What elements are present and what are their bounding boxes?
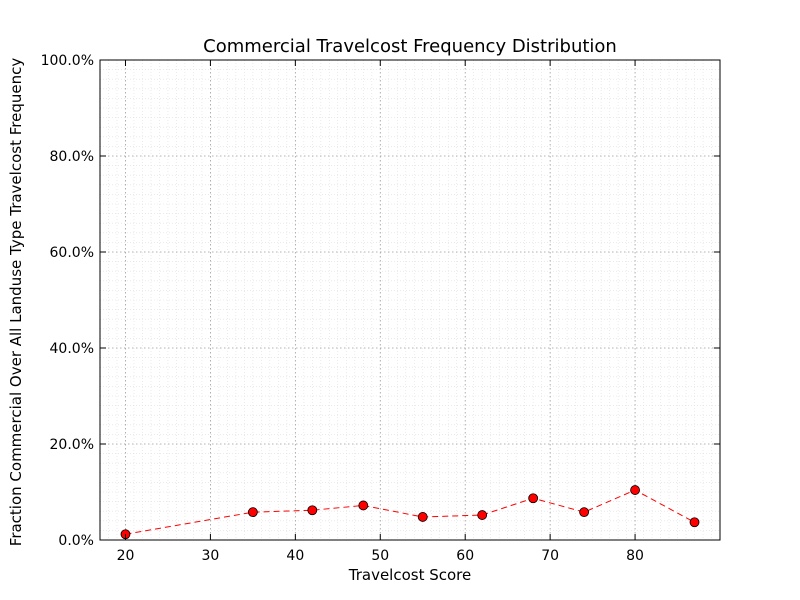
x-tick-label: 30 bbox=[201, 548, 219, 564]
y-tick-label: 0.0% bbox=[58, 533, 94, 549]
plot-frame bbox=[99, 59, 721, 541]
data-point bbox=[358, 500, 369, 511]
data-point bbox=[528, 493, 539, 504]
data-point bbox=[579, 507, 590, 518]
y-tick-label: 80.0% bbox=[50, 149, 94, 165]
y-axis-label: Fraction Commercial Over All Landuse Typ… bbox=[7, 58, 25, 547]
chart-title: Commercial Travelcost Frequency Distribu… bbox=[203, 36, 617, 57]
grid bbox=[99, 59, 721, 541]
y-tick-label: 60.0% bbox=[50, 245, 94, 261]
x-tick-label: 20 bbox=[117, 548, 135, 564]
x-tick-label: 70 bbox=[541, 548, 559, 564]
data-point bbox=[689, 517, 700, 528]
series-line bbox=[125, 489, 695, 535]
data-point bbox=[247, 507, 258, 518]
x-tick-label: 50 bbox=[371, 548, 389, 564]
data-point bbox=[630, 485, 640, 495]
y-tick-label: 100.0% bbox=[41, 53, 94, 69]
axis-ticks: 20 30 40 50 60 70 80 0.0% 20.0% 40.0% 60.0% 80.0% 10… bbox=[41, 53, 720, 564]
y-tick-label: 20.0% bbox=[50, 437, 94, 453]
data-point bbox=[307, 505, 318, 516]
y-tick-label: 40.0% bbox=[50, 341, 94, 357]
x-axis-label: Travelcost Score bbox=[348, 566, 472, 584]
x-tick-label: 60 bbox=[456, 548, 474, 564]
data-point bbox=[477, 510, 488, 520]
x-tick-label: 40 bbox=[286, 548, 304, 564]
data-point bbox=[417, 512, 428, 522]
x-tick-label: 80 bbox=[626, 548, 644, 564]
